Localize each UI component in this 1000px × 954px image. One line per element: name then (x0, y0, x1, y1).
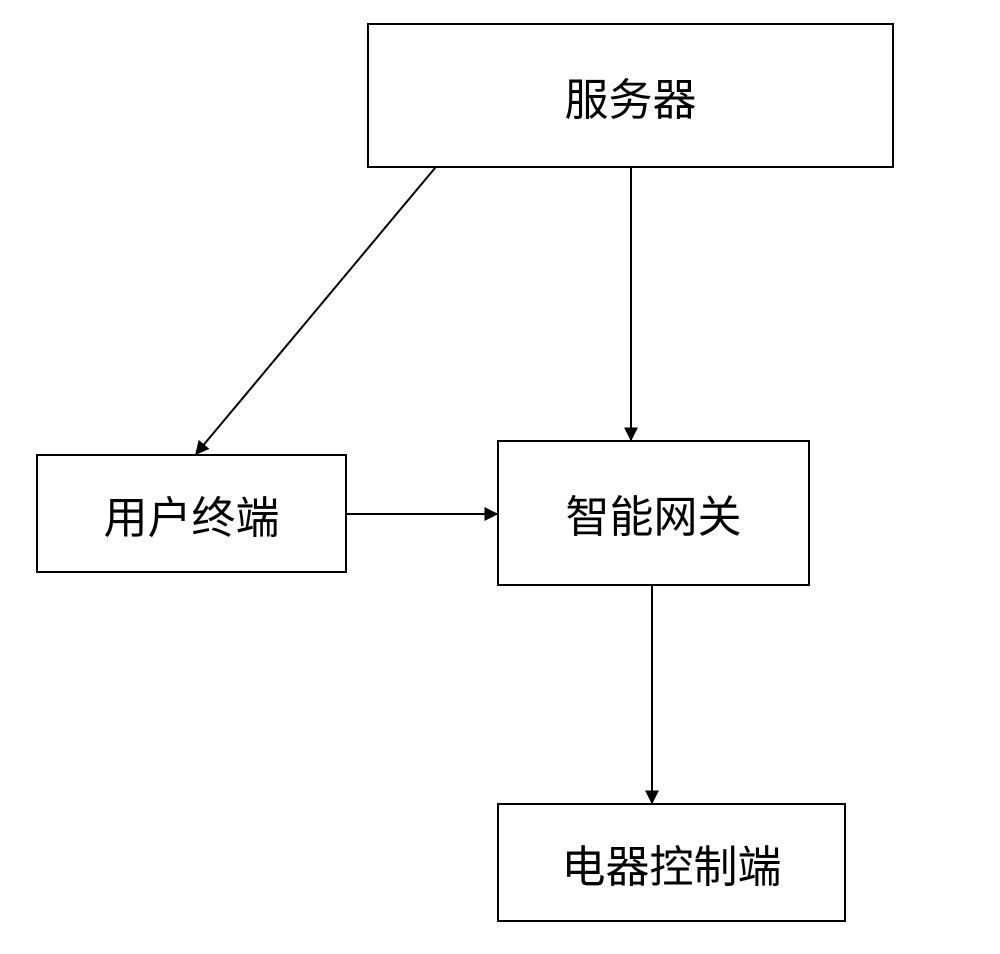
node-user_terminal: 用户终端 (36, 454, 347, 573)
node-server: 服务器 (367, 23, 894, 168)
node-label-gateway: 智能网关 (566, 481, 742, 545)
node-label-server: 服务器 (565, 64, 697, 128)
edge-server-user_terminal (196, 168, 435, 454)
node-appliance: 电器控制端 (497, 803, 846, 922)
node-gateway: 智能网关 (497, 440, 810, 586)
node-label-user_terminal: 用户终端 (104, 482, 280, 546)
node-label-appliance: 电器控制端 (562, 831, 782, 895)
